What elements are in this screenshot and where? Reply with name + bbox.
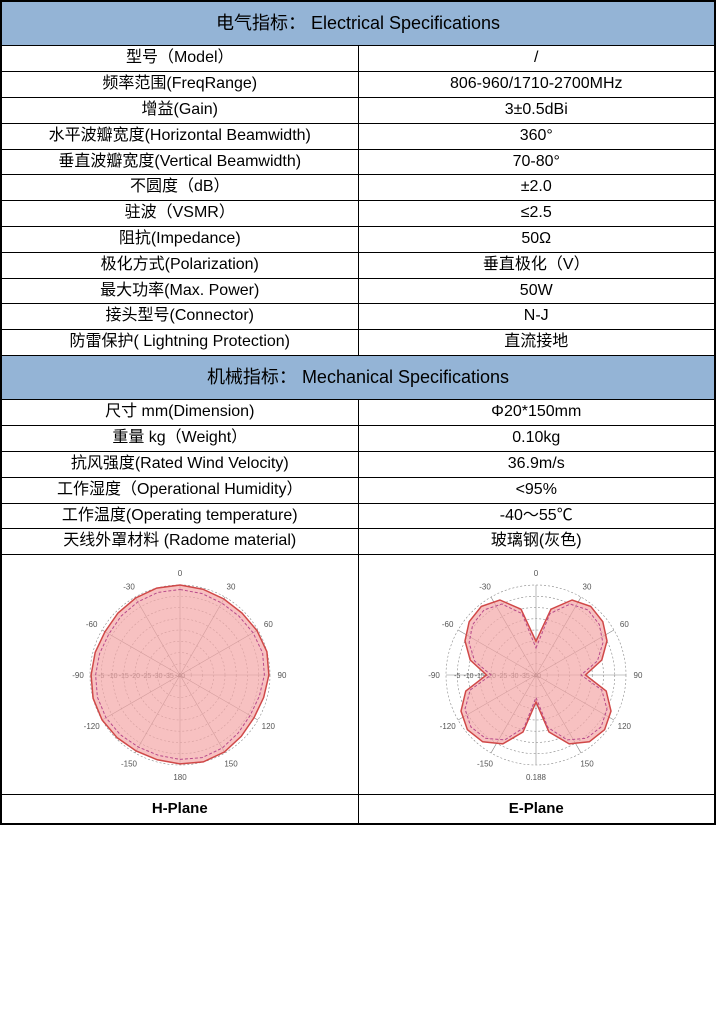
electrical-row: 阻抗(Impedance)50Ω [1, 226, 715, 252]
mechanical-header: 机械指标： Mechanical Specifications [1, 355, 715, 399]
svg-text:30: 30 [583, 582, 592, 591]
mechanical-row: 重量 kg（Weight）0.10kg [1, 426, 715, 452]
electrical-row: 不圆度（dB）±2.0 [1, 175, 715, 201]
mechanical-row: 工作湿度（Operational Humidity）<95% [1, 477, 715, 503]
svg-text:150: 150 [581, 759, 595, 768]
electrical-value: 直流接地 [358, 330, 715, 356]
svg-text:60: 60 [620, 620, 629, 629]
e-plane-label: E-Plane [358, 795, 715, 824]
electrical-value: 垂直极化（V） [358, 252, 715, 278]
mechanical-value: Φ20*150mm [358, 400, 715, 426]
h-plane-label: H-Plane [1, 795, 358, 824]
h-plane-cell: 0306090120150180-150-120-90-60-30-5-10-1… [1, 555, 358, 795]
electrical-value: 50Ω [358, 226, 715, 252]
mechanical-row: 抗风强度(Rated Wind Velocity)36.9m/s [1, 451, 715, 477]
electrical-label: 不圆度（dB） [1, 175, 358, 201]
e-plane-chart: 0 30 60 90 120 150 0.188 -150 -120 -90 -60 -30 -5 -10… [367, 565, 707, 785]
electrical-row: 驻波（VSMR）≤2.5 [1, 201, 715, 227]
mechanical-body: 尺寸 mm(Dimension)Φ20*150mm重量 kg（Weight）0.… [1, 400, 715, 555]
electrical-label: 水平波瓣宽度(Horizontal Beamwidth) [1, 123, 358, 149]
electrical-value: 50W [358, 278, 715, 304]
svg-text:150: 150 [224, 759, 238, 768]
electrical-row: 最大功率(Max. Power)50W [1, 278, 715, 304]
electrical-header: 电气指标： Electrical Specifications [1, 1, 715, 46]
h-plane-chart: 0306090120150180-150-120-90-60-30-5-10-1… [10, 565, 350, 785]
electrical-row: 型号（Model）/ [1, 46, 715, 72]
electrical-value: ±2.0 [358, 175, 715, 201]
electrical-row: 接头型号(Connector)N-J [1, 304, 715, 330]
svg-text:90: 90 [277, 671, 286, 680]
svg-text:-120: -120 [83, 722, 100, 731]
svg-text:-60: -60 [86, 620, 98, 629]
mechanical-label: 重量 kg（Weight） [1, 426, 358, 452]
svg-text:0: 0 [178, 569, 183, 578]
mechanical-header-row: 机械指标： Mechanical Specifications [1, 355, 715, 399]
svg-text:0.188: 0.188 [526, 773, 547, 782]
svg-text:-90: -90 [72, 671, 84, 680]
svg-text:-10: -10 [464, 673, 474, 680]
electrical-row: 增益(Gain)3±0.5dBi [1, 97, 715, 123]
mechanical-value: <95% [358, 477, 715, 503]
mechanical-label: 抗风强度(Rated Wind Velocity) [1, 451, 358, 477]
electrical-label: 频率范围(FreqRange) [1, 72, 358, 98]
mechanical-label: 工作湿度（Operational Humidity） [1, 477, 358, 503]
electrical-value: ≤2.5 [358, 201, 715, 227]
mechanical-row: 天线外罩材料 (Radome material)玻璃钢(灰色) [1, 529, 715, 555]
electrical-label: 阻抗(Impedance) [1, 226, 358, 252]
electrical-value: 3±0.5dBi [358, 97, 715, 123]
svg-text:30: 30 [226, 582, 235, 591]
electrical-value: 806-960/1710-2700MHz [358, 72, 715, 98]
svg-text:0: 0 [534, 569, 539, 578]
electrical-label: 最大功率(Max. Power) [1, 278, 358, 304]
mechanical-row: 尺寸 mm(Dimension)Φ20*150mm [1, 400, 715, 426]
electrical-label: 防雷保护( Lightning Protection) [1, 330, 358, 356]
electrical-header-row: 电气指标： Electrical Specifications [1, 1, 715, 46]
electrical-label: 垂直波瓣宽度(Vertical Beamwidth) [1, 149, 358, 175]
electrical-row: 频率范围(FreqRange)806-960/1710-2700MHz [1, 72, 715, 98]
mechanical-value: 0.10kg [358, 426, 715, 452]
electrical-row: 垂直波瓣宽度(Vertical Beamwidth)70-80° [1, 149, 715, 175]
mechanical-row: 工作温度(Operating temperature)-40～55℃ [1, 503, 715, 529]
electrical-row: 水平波瓣宽度(Horizontal Beamwidth)360° [1, 123, 715, 149]
spec-table: 电气指标： Electrical Specifications 型号（Model… [0, 0, 716, 825]
electrical-label: 极化方式(Polarization) [1, 252, 358, 278]
electrical-body: 型号（Model）/频率范围(FreqRange)806-960/1710-27… [1, 46, 715, 356]
mechanical-value: 36.9m/s [358, 451, 715, 477]
svg-text:60: 60 [264, 620, 273, 629]
svg-text:-30: -30 [123, 582, 135, 591]
electrical-row: 极化方式(Polarization)垂直极化（V） [1, 252, 715, 278]
svg-text:120: 120 [618, 722, 632, 731]
mechanical-label: 工作温度(Operating temperature) [1, 503, 358, 529]
plane-label-row: H-Plane E-Plane [1, 795, 715, 824]
svg-text:-90: -90 [428, 671, 440, 680]
e-plane-cell: 0 30 60 90 120 150 0.188 -150 -120 -90 -60 -30 -5 -10… [358, 555, 715, 795]
electrical-label: 驻波（VSMR） [1, 201, 358, 227]
svg-text:-150: -150 [477, 759, 494, 768]
electrical-value: N-J [358, 304, 715, 330]
mechanical-value: -40～55℃ [358, 503, 715, 529]
electrical-value: 70-80° [358, 149, 715, 175]
svg-text:-150: -150 [121, 759, 138, 768]
mechanical-label: 天线外罩材料 (Radome material) [1, 529, 358, 555]
svg-text:-60: -60 [442, 620, 454, 629]
svg-text:-5: -5 [454, 673, 460, 680]
svg-text:-30: -30 [479, 582, 491, 591]
mechanical-value: 玻璃钢(灰色) [358, 529, 715, 555]
electrical-label: 增益(Gain) [1, 97, 358, 123]
svg-text:120: 120 [261, 722, 275, 731]
electrical-value: 360° [358, 123, 715, 149]
chart-row: 0 30 60 90 120 150 180 -150 -120 -90 -60 -30 -5 -10 -1… [1, 555, 715, 795]
svg-text:-120: -120 [440, 722, 457, 731]
svg-text:180: 180 [173, 773, 187, 782]
electrical-row: 防雷保护( Lightning Protection)直流接地 [1, 330, 715, 356]
mechanical-label: 尺寸 mm(Dimension) [1, 400, 358, 426]
electrical-label: 接头型号(Connector) [1, 304, 358, 330]
electrical-value: / [358, 46, 715, 72]
electrical-label: 型号（Model） [1, 46, 358, 72]
svg-text:90: 90 [634, 671, 643, 680]
